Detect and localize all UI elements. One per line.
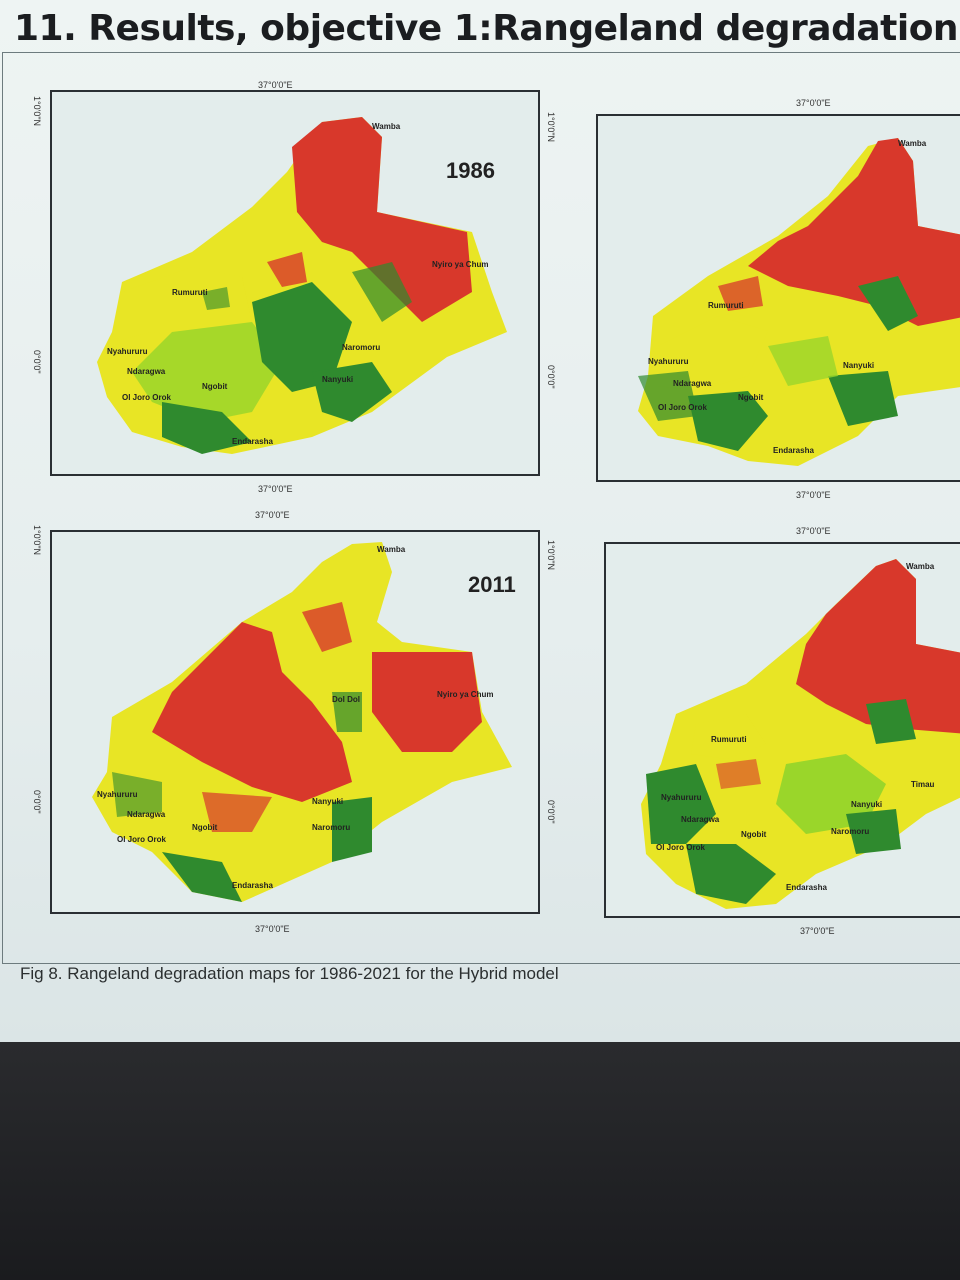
lat-label-n: 1°0'0"N <box>546 540 556 571</box>
lat-label-0: 0°0'0" <box>32 790 42 814</box>
map-panel-1986: Wamba Nyiro ya Chum Rumuruti Nyahururu N… <box>50 90 540 476</box>
place-label: Timau <box>911 780 935 789</box>
place-label: Dol Dol <box>332 695 360 704</box>
place-label: Endarasha <box>232 437 273 446</box>
place-label: Ndaragwa <box>127 810 166 819</box>
top-lon-label: 37°0'0"E <box>258 80 293 90</box>
degradation-map-4: Wamba Rumuruti Nyahururu Ndaragwa Ngobit… <box>641 559 960 909</box>
place-label: Ngobit <box>202 382 228 391</box>
place-label: Ngobit <box>738 393 764 402</box>
lat-label-0: 0°0'0" <box>32 350 42 374</box>
dark-wall-below-screen <box>0 1042 960 1280</box>
lat-label-n: 1°0'0"N <box>32 525 42 556</box>
place-label: Wamba <box>377 545 406 554</box>
place-label: Nanyuki <box>851 800 882 809</box>
place-label: Naromoru <box>342 343 380 352</box>
place-label: Ol Joro Orok <box>656 843 705 852</box>
year-label-2011: 2011 <box>468 572 516 597</box>
place-label: Wamba <box>898 139 927 148</box>
place-label: Ndaragwa <box>127 367 166 376</box>
slide-title: 11. Results, objective 1:Rangeland degra… <box>14 8 960 49</box>
map-panel-2: Wamba Rumuruti Nyahururu Ndaragwa Ngobit… <box>596 114 960 482</box>
degradation-map-2: Wamba Rumuruti Nyahururu Ndaragwa Ngobit… <box>638 138 960 466</box>
lat-label-n: 1°0'0"N <box>546 112 556 143</box>
degradation-map-1986: Wamba Nyiro ya Chum Rumuruti Nyahururu N… <box>97 117 507 454</box>
top-lon-label: 37°0'0"E <box>796 98 831 108</box>
projected-slide: 11. Results, objective 1:Rangeland degra… <box>0 0 960 1042</box>
bottom-lon-label: 37°0'0"E <box>255 924 290 934</box>
place-label: Ndaragwa <box>681 815 720 824</box>
place-label: Nyahururu <box>97 790 138 799</box>
figure-frame <box>2 52 960 964</box>
place-label: Ol Joro Orok <box>122 393 171 402</box>
lat-label-0: 0°0'0" <box>546 800 556 824</box>
place-label: Naromoru <box>312 823 350 832</box>
lat-label-0: 0°0'0" <box>546 365 556 389</box>
place-label: Naromoru <box>831 827 869 836</box>
place-label: Endarasha <box>773 446 814 455</box>
top-lon-label: 37°0'0"E <box>255 510 290 520</box>
place-label: Nyahururu <box>648 357 689 366</box>
place-label: Nyiro ya Chum <box>432 260 488 269</box>
map-panel-2011: Wamba Nyiro ya Chum Dol Dol Nyahururu Nd… <box>50 530 540 914</box>
place-label: Rumuruti <box>172 288 208 297</box>
bottom-lon-label: 37°0'0"E <box>800 926 835 936</box>
place-label: Nyahururu <box>107 347 148 356</box>
degradation-map-2011: Wamba Nyiro ya Chum Dol Dol Nyahururu Nd… <box>92 542 512 902</box>
year-label-1986: 1986 <box>446 158 495 183</box>
map-panel-4: Wamba Rumuruti Nyahururu Ndaragwa Ngobit… <box>604 542 960 918</box>
place-label: Ol Joro Orok <box>658 403 707 412</box>
place-label: Nanyuki <box>322 375 353 384</box>
bottom-lon-label: 37°0'0"E <box>796 490 831 500</box>
place-label: Ngobit <box>741 830 767 839</box>
figure-caption: Fig 8. Rangeland degradation maps for 19… <box>20 964 559 983</box>
place-label: Endarasha <box>232 881 273 890</box>
place-label: Wamba <box>372 122 401 131</box>
place-label: Endarasha <box>786 883 827 892</box>
place-label: Ndaragwa <box>673 379 712 388</box>
bottom-lon-label: 37°0'0"E <box>258 484 293 494</box>
place-label: Nyiro ya Chum <box>437 690 493 699</box>
place-label: Ol Joro Orok <box>117 835 166 844</box>
place-label: Nanyuki <box>843 361 874 370</box>
place-label: Rumuruti <box>708 301 744 310</box>
top-lon-label: 37°0'0"E <box>796 526 831 536</box>
place-label: Nyahururu <box>661 793 702 802</box>
place-label: Rumuruti <box>711 735 747 744</box>
place-label: Wamba <box>906 562 935 571</box>
lat-label-n: 1°0'0"N <box>32 96 42 127</box>
place-label: Nanyuki <box>312 797 343 806</box>
place-label: Ngobit <box>192 823 218 832</box>
